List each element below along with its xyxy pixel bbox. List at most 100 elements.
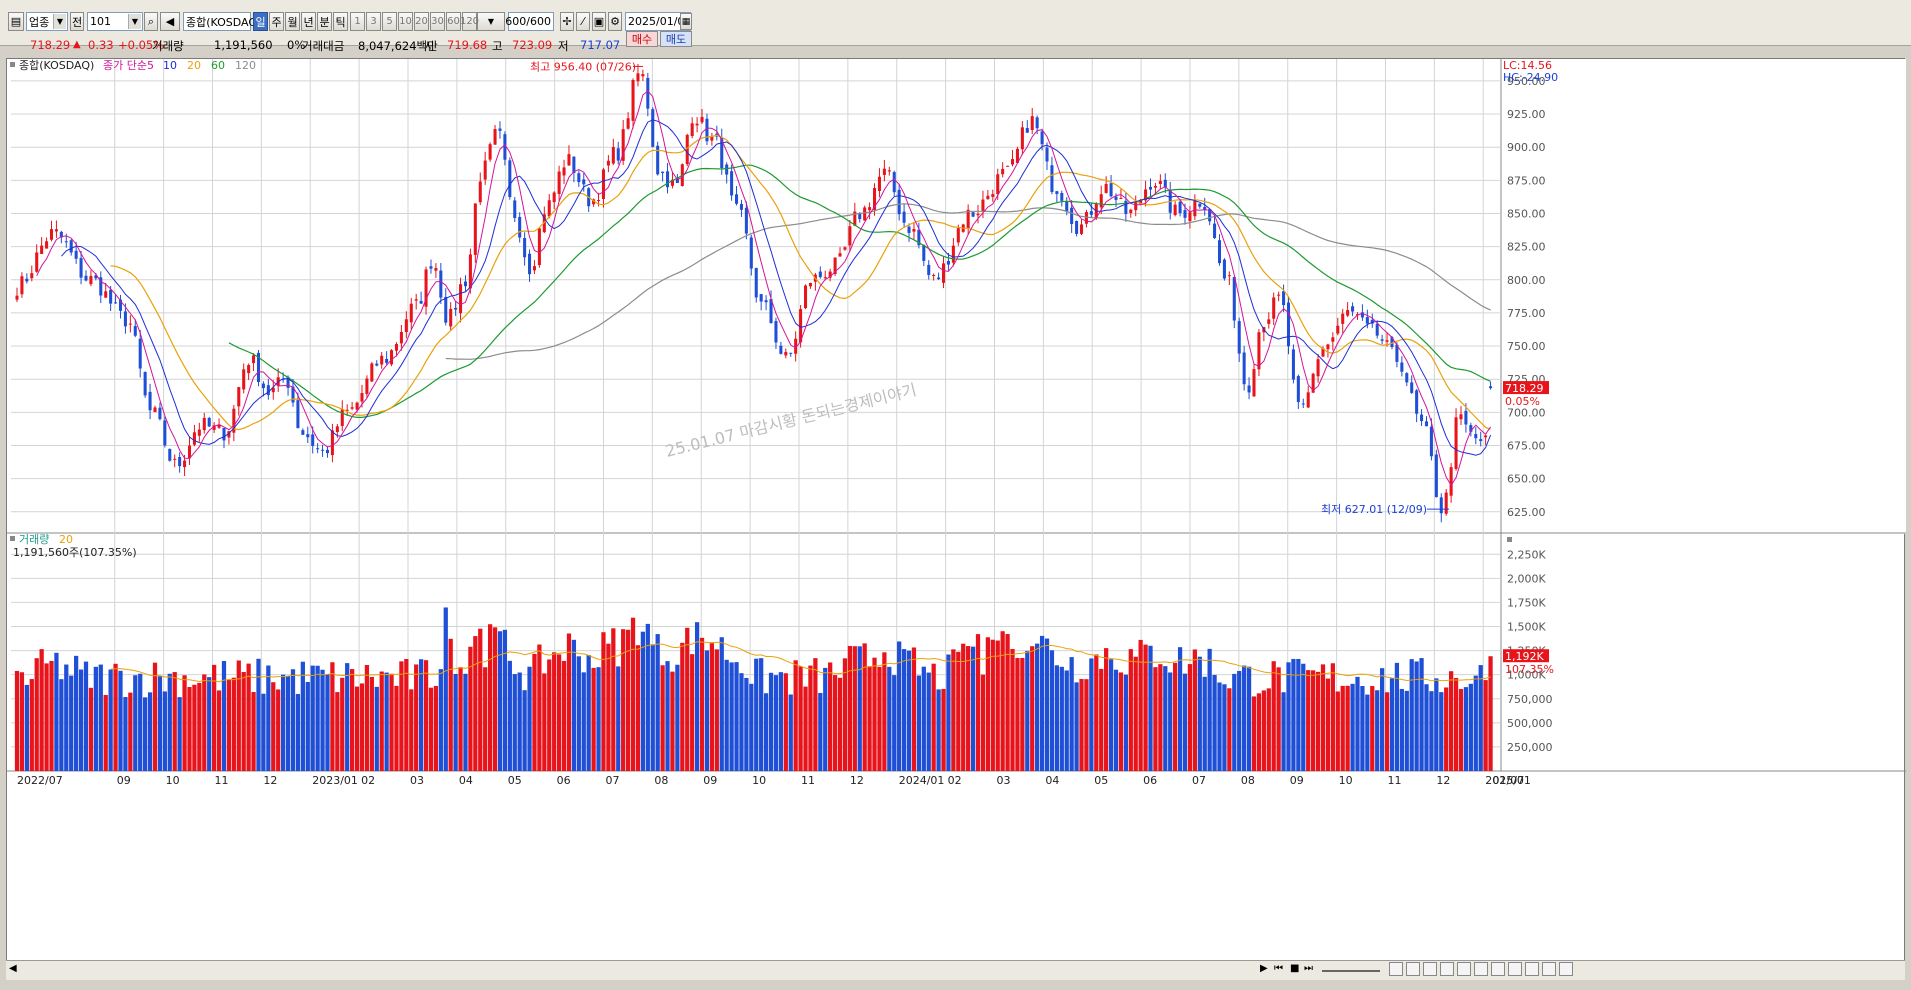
speaker-icon[interactable]: ◀︎	[160, 12, 180, 31]
buy-button[interactable]: 매수	[626, 31, 658, 47]
candle-body	[877, 176, 881, 192]
candle-body	[163, 420, 167, 446]
period-tab-5[interactable]: 분	[317, 12, 332, 31]
scroll-right-icon[interactable]: ▶	[1260, 963, 1268, 974]
search-icon[interactable]: ⌕	[144, 12, 158, 31]
first-page-icon[interactable]: ⏮	[1274, 963, 1283, 974]
period-tab-4[interactable]: 년	[301, 12, 316, 31]
trend-line-icon[interactable]: ⁄	[576, 12, 590, 31]
volume-bar	[709, 642, 715, 771]
candle-body	[424, 269, 428, 307]
candle-body	[1124, 200, 1128, 214]
volume-bar	[1399, 688, 1404, 771]
candle-body	[1173, 204, 1177, 216]
count-input[interactable]: 600/600	[505, 12, 554, 31]
crosshair-icon[interactable]: ✢	[560, 12, 574, 31]
candle-body	[1040, 131, 1044, 145]
x-tick-label: 07	[605, 774, 619, 787]
mode-button[interactable]: 전	[70, 12, 84, 31]
interval-button-120[interactable]: 120	[460, 12, 479, 31]
candle-body	[1148, 186, 1153, 190]
date-input[interactable]: 2025/01/07	[625, 12, 691, 31]
code-input[interactable]: 101 ▼	[87, 12, 143, 31]
chevron-down-icon[interactable]: ▼	[128, 14, 141, 29]
candle-body	[872, 188, 877, 210]
candle-body	[503, 134, 507, 160]
interval-dropdown[interactable]: ▼	[477, 12, 505, 31]
volume-bar	[404, 658, 409, 771]
period-tab-1[interactable]: 일	[253, 12, 268, 31]
font-icon[interactable]	[1559, 962, 1573, 976]
interval-button-20[interactable]: 20	[414, 12, 429, 31]
chevron-down-icon[interactable]: ▼	[53, 14, 66, 29]
period-tab-2[interactable]: 주	[269, 12, 284, 31]
amount-label: 거래대금	[302, 39, 345, 53]
volume-bar	[1458, 689, 1464, 771]
chart-area[interactable]: 950.00 925.00 900.00 875.00 850.00 825.00 800.…	[6, 58, 1906, 968]
candle-body	[675, 178, 679, 184]
interval-button-3[interactable]: 3	[366, 12, 381, 31]
volume-bar	[335, 692, 340, 771]
market-select[interactable]: 업종 ▼	[26, 12, 68, 31]
volume-bar	[256, 658, 261, 771]
volume-bar	[556, 654, 562, 771]
zoom-icon[interactable]	[1508, 962, 1522, 976]
minus-icon[interactable]	[1525, 962, 1539, 976]
tool-icon[interactable]	[1406, 962, 1420, 976]
volume-bar	[497, 631, 503, 771]
ma-line-120	[445, 203, 1491, 360]
interval-button-10[interactable]: 10	[398, 12, 413, 31]
x-tick-label: 03	[410, 774, 424, 787]
horizontal-scrollbar[interactable]: ◀ ▶ ⏮ ■ ⏭	[6, 960, 1905, 980]
interval-button-60[interactable]: 60	[446, 12, 461, 31]
candle-body	[1247, 385, 1251, 393]
volume-bar	[1335, 691, 1340, 771]
calendar-icon[interactable]: ▦	[680, 13, 692, 30]
candle-body	[1321, 348, 1325, 357]
volume-bar	[744, 677, 749, 771]
volume-bar	[1296, 658, 1301, 771]
volume-bar	[1133, 656, 1138, 771]
tool-icon[interactable]	[1423, 962, 1437, 976]
candle-body	[897, 189, 901, 215]
volume-bar	[680, 642, 685, 771]
volume-bar	[941, 688, 946, 771]
candle-body	[454, 308, 458, 310]
stop-icon[interactable]: ■	[1290, 963, 1300, 974]
sell-button[interactable]: 매도	[660, 31, 692, 47]
interval-button-5[interactable]: 5	[382, 12, 397, 31]
period-tab-3[interactable]: 월	[285, 12, 300, 31]
period-tab-6[interactable]: 틱	[333, 12, 348, 31]
volume-bar	[1074, 682, 1079, 771]
count-value: 600	[505, 15, 527, 28]
interval-button-1[interactable]: 1	[350, 12, 365, 31]
candle-body	[528, 253, 532, 275]
volume-bar	[621, 629, 626, 771]
interval-button-30[interactable]: 30	[430, 12, 445, 31]
volume-bar	[389, 673, 394, 771]
save-icon[interactable]: ▣	[592, 12, 606, 31]
x-tick-label: 02	[361, 774, 375, 787]
candle-body	[1079, 224, 1084, 234]
candle-body	[30, 273, 34, 279]
tool-icon[interactable]	[1389, 962, 1403, 976]
candle-body	[1188, 212, 1192, 222]
zoom-slider[interactable]	[1322, 970, 1380, 972]
quote-open: 719.68	[447, 38, 488, 52]
x-tick-label: 2025/01	[1485, 774, 1531, 787]
tool-icon[interactable]	[1474, 962, 1488, 976]
candle-body	[449, 308, 453, 327]
tool-icon[interactable]	[1440, 962, 1454, 976]
volume-bar	[216, 690, 222, 771]
tool-icon[interactable]	[1491, 962, 1505, 976]
volume-bar	[1311, 670, 1316, 771]
chart-menu-icon[interactable]: ▤	[8, 12, 24, 31]
volume-bar	[1113, 669, 1119, 771]
scroll-left-icon[interactable]: ◀	[9, 963, 17, 974]
candle-body	[1217, 240, 1222, 264]
x-tick-label: 04	[1045, 774, 1059, 787]
gear-icon[interactable]: ⚙	[608, 12, 622, 31]
plus-icon[interactable]	[1542, 962, 1556, 976]
tool-icon[interactable]	[1457, 962, 1471, 976]
last-page-icon[interactable]: ⏭	[1304, 963, 1313, 974]
